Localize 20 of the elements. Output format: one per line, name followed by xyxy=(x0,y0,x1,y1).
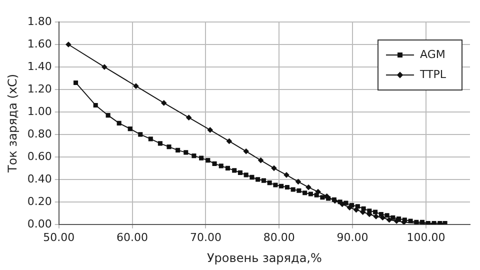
y-tick-label: 1.40 xyxy=(27,60,52,73)
y-tick-label: 1.80 xyxy=(27,14,52,28)
y-tick-label: 0.80 xyxy=(27,127,52,140)
y-tick-label: 1.60 xyxy=(27,37,52,50)
y-tick-label: 1.00 xyxy=(27,104,52,118)
x-tick-label: 90.00 xyxy=(336,230,368,244)
x-tick-label: 60.00 xyxy=(116,230,148,244)
y-tick-label: 0.20 xyxy=(27,194,52,208)
legend-label: AGM xyxy=(420,48,446,61)
x-tick-label: 70.00 xyxy=(190,230,222,244)
x-tick-label: 100.00 xyxy=(406,230,446,244)
y-tick-label: 1.20 xyxy=(27,82,52,96)
y-tick-label: 0.60 xyxy=(27,150,52,163)
x-tick-label: 80.00 xyxy=(263,230,295,244)
x-axis-title: Уровень заряда,% xyxy=(206,250,322,265)
legend-label: TTPL xyxy=(419,68,447,81)
y-axis-title: Ток заряда (xC) xyxy=(5,74,20,174)
y-tick-label: 0.00 xyxy=(27,217,52,230)
x-tick-label: 50.00 xyxy=(43,230,75,244)
y-tick-label: 0.40 xyxy=(27,172,52,186)
